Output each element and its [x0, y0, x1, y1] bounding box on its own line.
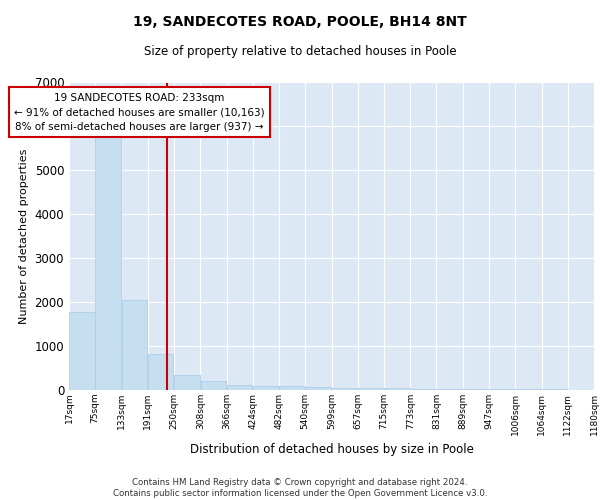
Bar	[148, 354, 173, 390]
Bar	[410, 388, 436, 390]
Bar	[385, 388, 410, 390]
Bar	[175, 375, 200, 390]
Bar	[332, 388, 358, 390]
Text: 19, SANDECOTES ROAD, POOLE, BH14 8NT: 19, SANDECOTES ROAD, POOLE, BH14 8NT	[133, 15, 467, 29]
Bar	[358, 388, 384, 390]
Bar	[489, 389, 515, 390]
Bar	[253, 386, 278, 390]
Bar	[463, 389, 488, 390]
Bar	[200, 381, 226, 390]
Text: 19 SANDECOTES ROAD: 233sqm
← 91% of detached houses are smaller (10,163)
8% of s: 19 SANDECOTES ROAD: 233sqm ← 91% of deta…	[14, 92, 265, 132]
X-axis label: Distribution of detached houses by size in Poole: Distribution of detached houses by size …	[190, 443, 473, 456]
Bar	[122, 300, 147, 390]
Bar	[279, 386, 305, 390]
Bar	[227, 384, 253, 390]
Text: Contains HM Land Registry data © Crown copyright and database right 2024.
Contai: Contains HM Land Registry data © Crown c…	[113, 478, 487, 498]
Bar	[95, 136, 121, 390]
Bar	[305, 388, 331, 390]
Y-axis label: Number of detached properties: Number of detached properties	[19, 148, 29, 324]
Bar	[437, 389, 463, 390]
Bar	[69, 312, 95, 390]
Text: Size of property relative to detached houses in Poole: Size of property relative to detached ho…	[143, 45, 457, 58]
